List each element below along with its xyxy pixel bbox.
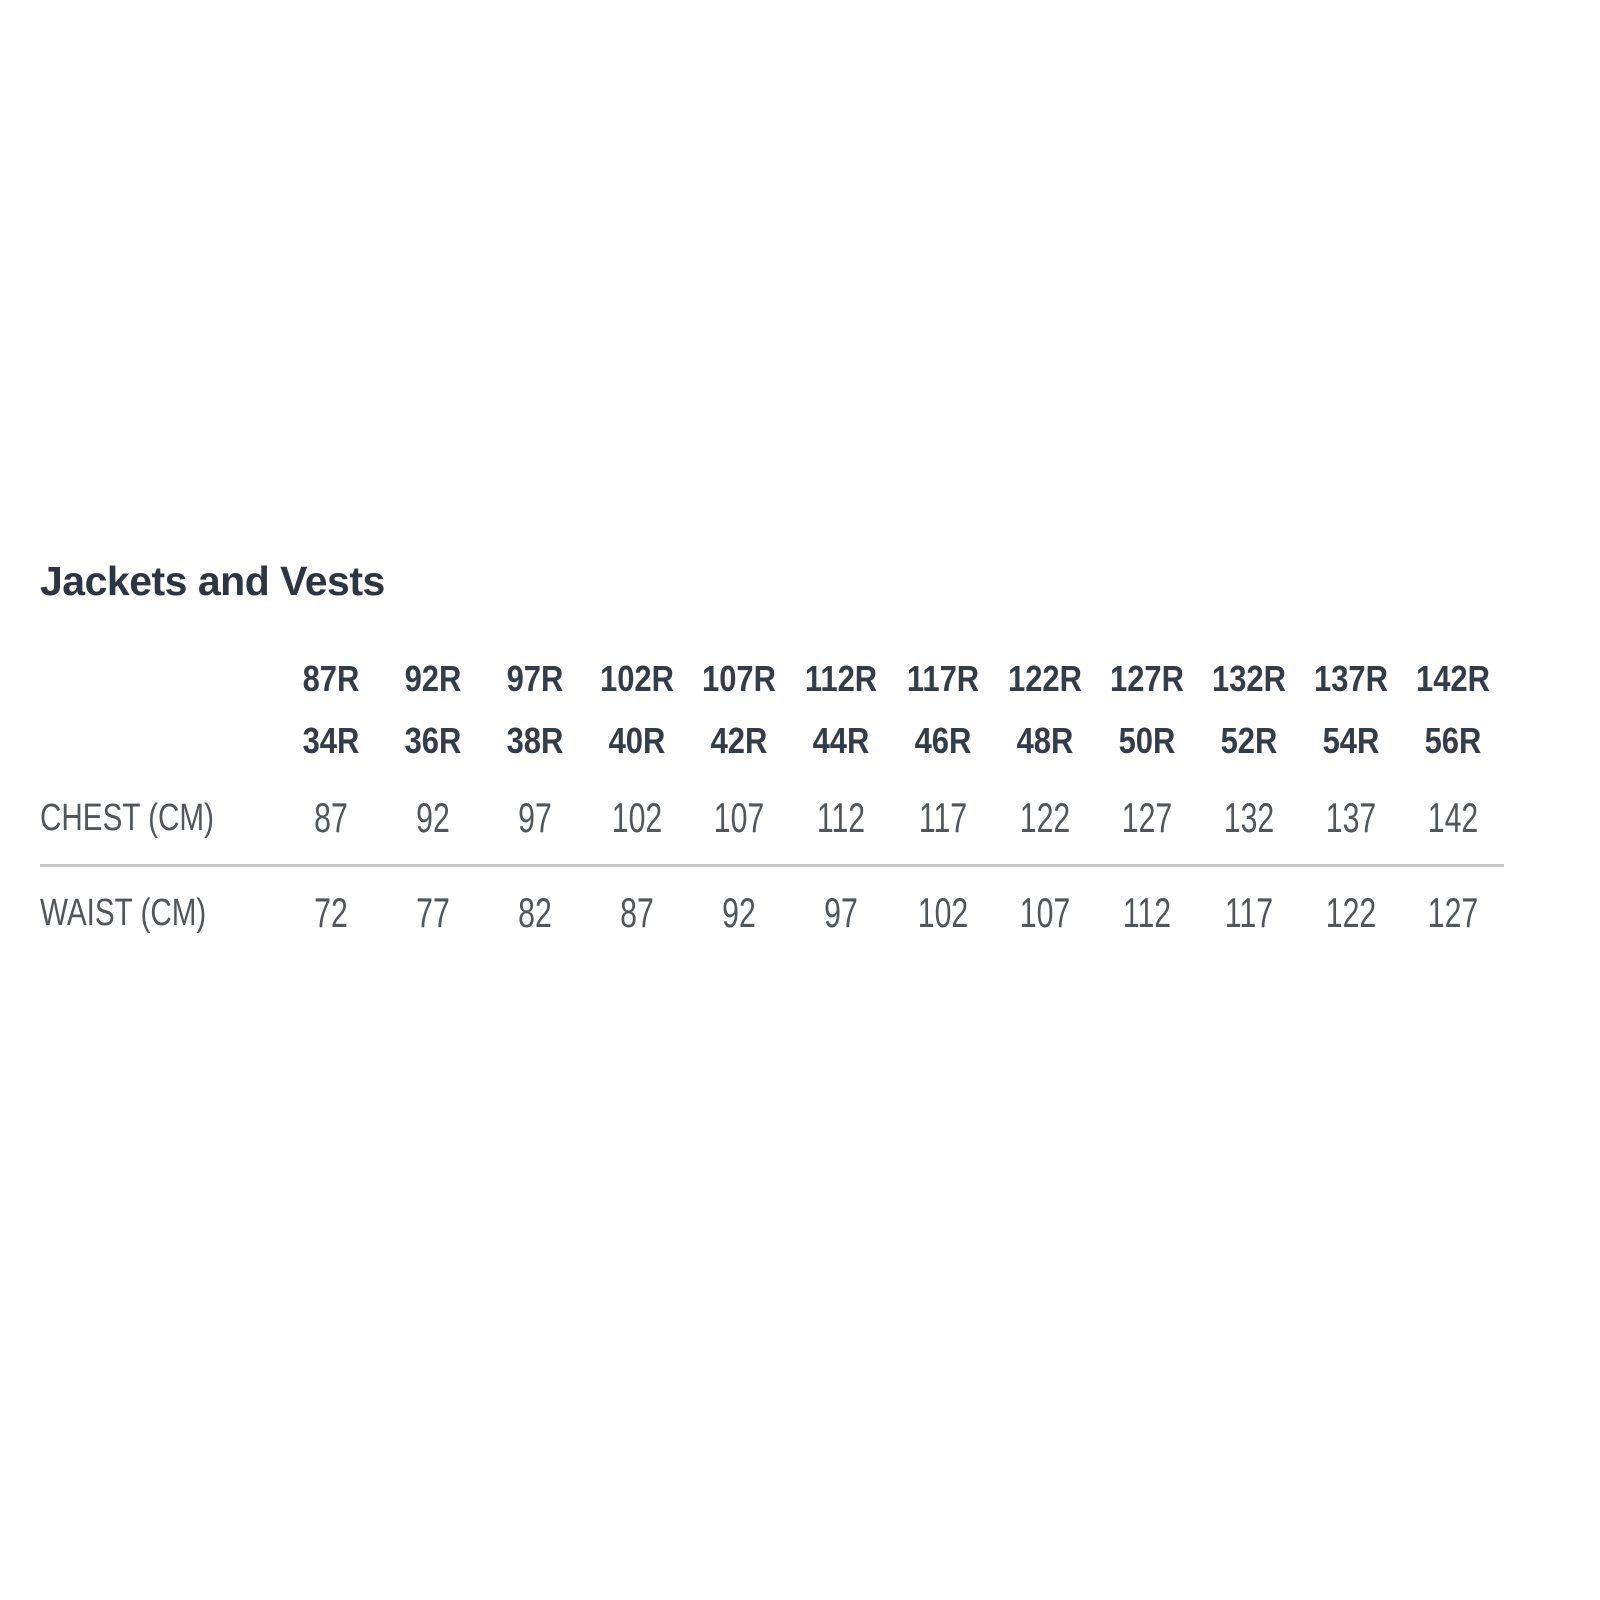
waist-row: WAIST (CM) 72 77 82 87 92 97 102 107 112… — [40, 867, 1504, 959]
waist-value-cell: 102 — [917, 889, 969, 936]
size-table: 87R 92R 97R 102R 107R 112R 117R 122R 127… — [40, 648, 1504, 959]
waist-value-cell: 77 — [416, 889, 450, 936]
size-us-cell: 52R — [1220, 720, 1278, 761]
waist-row-label: WAIST (CM) — [40, 891, 207, 934]
waist-value-cell: 97 — [824, 889, 858, 936]
chest-value-cell: 97 — [518, 794, 552, 841]
chest-value-cell: 142 — [1427, 794, 1479, 841]
waist-value-cell: 87 — [620, 889, 654, 936]
size-us-cell: 36R — [404, 720, 462, 761]
chest-row: CHEST (CM) 87 92 97 102 107 112 117 122 … — [40, 772, 1504, 864]
chest-value-cell: 117 — [918, 794, 968, 841]
waist-value-cell: 72 — [314, 889, 348, 936]
chest-value-cell: 122 — [1019, 794, 1071, 841]
size-guide-section: Jackets and Vests 87R 92R 97R 102R 107R … — [40, 540, 1504, 959]
size-eu-cell: 112R — [804, 658, 878, 699]
chest-value-cell: 137 — [1325, 794, 1377, 841]
waist-value-cell: 112 — [1122, 889, 1172, 936]
section-title: Jackets and Vests — [40, 558, 385, 604]
waist-value-cell: 82 — [518, 889, 552, 936]
chest-value-cell: 87 — [314, 794, 348, 841]
size-us-cell: 48R — [1016, 720, 1074, 761]
chest-value-cell: 112 — [816, 794, 866, 841]
size-eu-cell: 142R — [1415, 658, 1491, 699]
waist-value-cell: 92 — [722, 889, 756, 936]
chest-value-cell: 102 — [611, 794, 663, 841]
size-eu-cell: 127R — [1109, 658, 1185, 699]
size-us-cell: 34R — [302, 720, 360, 761]
size-eu-cell: 92R — [404, 658, 462, 699]
chest-value-cell: 127 — [1121, 794, 1173, 841]
size-us-cell: 50R — [1118, 720, 1176, 761]
size-eu-cell: 122R — [1007, 658, 1083, 699]
chest-value-cell: 132 — [1223, 794, 1275, 841]
size-us-cell: 42R — [710, 720, 768, 761]
row-divider — [40, 864, 1504, 867]
waist-value-cell: 117 — [1224, 889, 1274, 936]
size-us-cell: 54R — [1322, 720, 1380, 761]
size-us-cell: 56R — [1424, 720, 1482, 761]
size-eu-cell: 137R — [1313, 658, 1389, 699]
size-eu-cell: 107R — [701, 658, 777, 699]
size-us-cell: 44R — [812, 720, 870, 761]
size-row-eu: 87R 92R 97R 102R 107R 112R 117R 122R 127… — [40, 648, 1504, 710]
size-us-cell: 40R — [608, 720, 666, 761]
size-eu-cell: 132R — [1211, 658, 1287, 699]
size-eu-cell: 102R — [599, 658, 675, 699]
waist-value-cell: 107 — [1019, 889, 1071, 936]
size-row-us: 34R 36R 38R 40R 42R 44R 46R 48R 50R 52R … — [40, 710, 1504, 772]
waist-value-cell: 122 — [1325, 889, 1377, 936]
size-eu-cell: 97R — [506, 658, 564, 699]
chest-value-cell: 107 — [713, 794, 765, 841]
size-us-cell: 38R — [506, 720, 564, 761]
size-us-cell: 46R — [914, 720, 972, 761]
chest-row-label: CHEST (CM) — [40, 796, 215, 839]
size-eu-cell: 87R — [302, 658, 360, 699]
size-eu-cell: 117R — [906, 658, 980, 699]
waist-value-cell: 127 — [1427, 889, 1479, 936]
chest-value-cell: 92 — [416, 794, 450, 841]
